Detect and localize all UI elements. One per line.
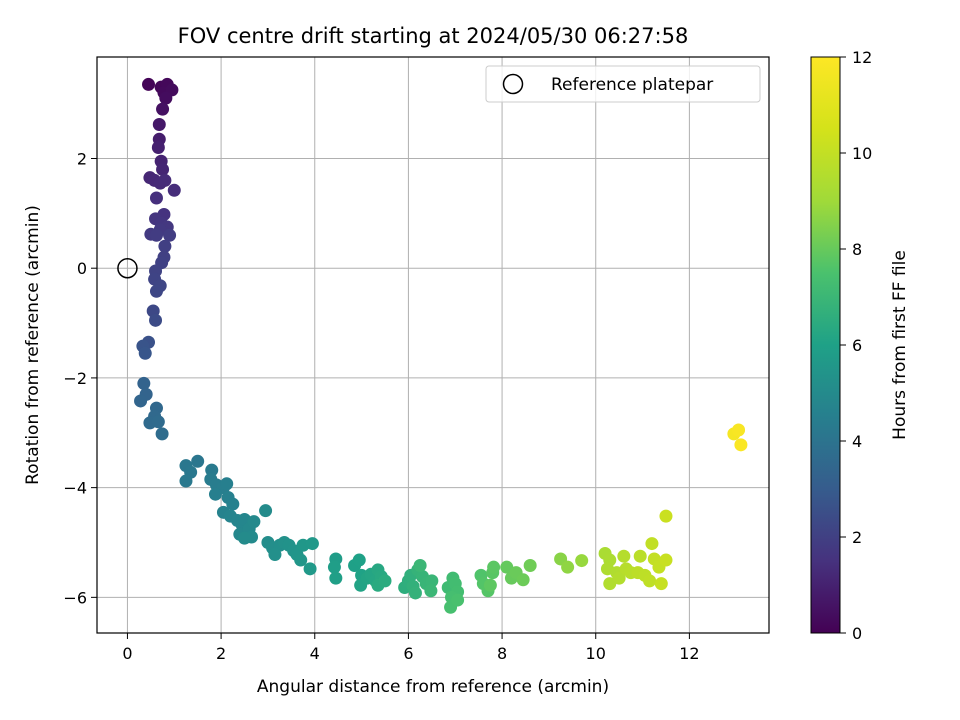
data-point	[137, 376, 151, 390]
data-point	[149, 313, 163, 327]
x-tick-label: 10	[586, 644, 606, 663]
data-point	[408, 586, 422, 600]
data-point	[149, 228, 163, 242]
x-tick-label: 12	[679, 644, 699, 663]
grid-lines	[97, 57, 769, 633]
data-point	[659, 553, 673, 567]
data-point	[159, 91, 173, 105]
data-point	[163, 228, 177, 242]
data-point	[327, 560, 341, 574]
data-point	[659, 509, 673, 523]
data-point	[612, 571, 626, 585]
plot-frame	[96, 56, 770, 634]
colorbar-tick-label: 2	[852, 528, 862, 547]
data-point	[167, 183, 181, 197]
data-point	[425, 574, 439, 588]
x-tick-label: 8	[497, 644, 507, 663]
y-tick-label: −2	[63, 369, 87, 388]
y-axis-label: Rotation from reference (arcmin)	[23, 205, 43, 485]
data-point	[259, 504, 273, 518]
chart-title: FOV centre drift starting at 2024/05/30 …	[178, 24, 689, 48]
data-point	[487, 560, 501, 574]
x-tick-label: 4	[310, 644, 320, 663]
y-tick-label: 0	[77, 259, 87, 278]
x-axis-ticks: 0 2 4 6 8 10 12	[122, 633, 700, 663]
data-point	[451, 593, 465, 607]
data-point	[424, 584, 438, 598]
data-point	[247, 515, 261, 529]
data-point	[633, 549, 647, 563]
data-point	[179, 474, 193, 488]
data-point	[142, 77, 156, 91]
legend-marker	[502, 73, 524, 95]
data-point	[155, 427, 169, 441]
data-point	[226, 497, 240, 511]
data-point	[151, 141, 165, 155]
y-axis-ticks: −6 −4 −2 0 2	[63, 149, 97, 607]
colorbar-ticks: 0 2 4 6 8 10 12	[840, 48, 872, 643]
legend: Reference platepar	[485, 65, 761, 103]
colorbar-gradient	[810, 56, 841, 634]
data-point	[516, 573, 530, 587]
data-point	[191, 454, 205, 468]
data-point	[329, 571, 343, 585]
data-point	[303, 562, 317, 576]
data-point	[151, 415, 165, 429]
data-point	[645, 537, 659, 551]
scatter-points	[134, 77, 748, 614]
data-point	[238, 531, 252, 545]
legend-label: Reference platepar	[551, 75, 713, 95]
data-point	[352, 553, 366, 567]
reference-platepar-marker	[117, 257, 138, 279]
data-point	[208, 487, 222, 501]
data-point	[138, 346, 152, 360]
data-point	[305, 537, 319, 551]
data-point	[205, 463, 219, 477]
data-point	[156, 162, 170, 176]
legend-box	[485, 65, 761, 103]
data-point	[603, 577, 617, 591]
x-tick-label: 0	[122, 644, 132, 663]
colorbar-tick-label: 10	[852, 144, 872, 163]
colorbar-label: Hours from first FF file	[890, 250, 910, 440]
colorbar-tick-label: 4	[852, 432, 862, 451]
colorbar-tick-label: 0	[852, 624, 862, 643]
data-point	[134, 394, 148, 408]
colorbar-tick-label: 8	[852, 240, 862, 259]
data-point	[500, 560, 514, 574]
data-point	[561, 560, 575, 574]
data-point	[268, 548, 282, 562]
x-tick-label: 2	[216, 644, 226, 663]
data-point	[413, 559, 427, 573]
data-point	[734, 438, 748, 452]
data-point	[220, 477, 234, 491]
x-axis-label: Angular distance from reference (arcmin)	[257, 677, 609, 697]
data-point	[643, 574, 657, 588]
data-point	[158, 173, 172, 187]
y-tick-label: 2	[77, 149, 87, 168]
data-point	[149, 284, 163, 298]
data-point	[294, 553, 308, 567]
x-tick-label: 6	[403, 644, 413, 663]
data-point	[732, 423, 746, 437]
colorbar-tick-label: 12	[852, 48, 872, 67]
data-point	[378, 574, 392, 588]
colorbar-tick-label: 6	[852, 336, 862, 355]
data-point	[149, 191, 163, 205]
data-point	[152, 117, 166, 131]
data-point	[523, 559, 537, 573]
data-point	[575, 554, 589, 568]
y-tick-label: −4	[63, 479, 87, 498]
data-point	[654, 577, 668, 591]
colorbar: 0 2 4 6 8 10 12 Hours from first FF file	[810, 48, 910, 643]
y-tick-label: −6	[63, 588, 87, 607]
data-point	[483, 578, 497, 592]
data-point	[156, 102, 170, 116]
data-point	[617, 549, 631, 563]
data-point	[158, 239, 172, 253]
